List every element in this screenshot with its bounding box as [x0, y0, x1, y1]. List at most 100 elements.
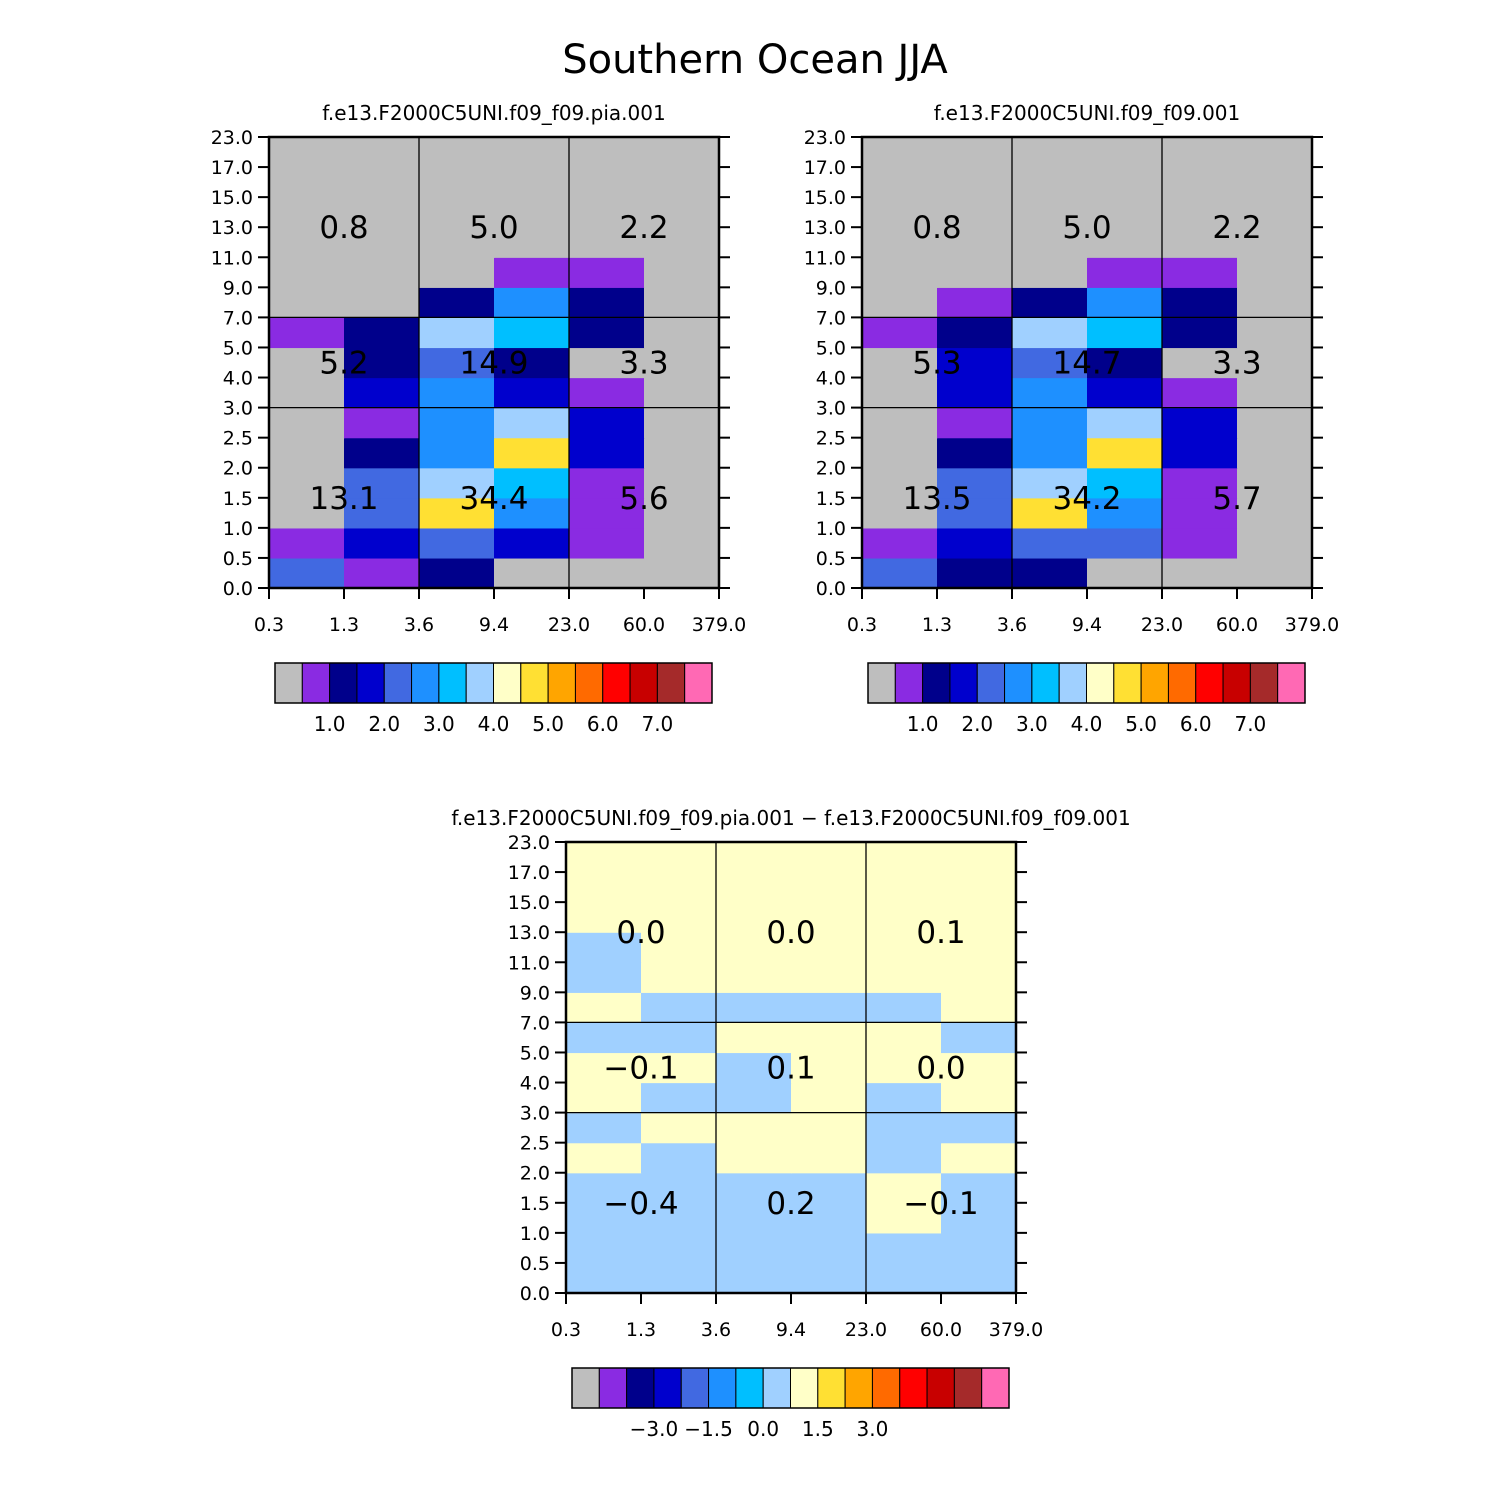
x-tick-label: 23.0: [548, 614, 590, 636]
y-tick-label: 7.0: [223, 307, 253, 329]
heatmap-cell: [494, 137, 570, 168]
heatmap-cell: [1087, 377, 1163, 409]
heatmap-cell: [344, 167, 420, 198]
heatmap-cell: [1237, 497, 1313, 529]
colorbar-swatch: [653, 1367, 682, 1409]
heatmap-cell: [269, 527, 345, 559]
heatmap-cell: [866, 842, 942, 873]
heatmap-cell: [566, 1112, 642, 1144]
heatmap-cell: [1087, 137, 1163, 168]
heatmap-cell: [862, 167, 938, 198]
heatmap-cell: [641, 872, 717, 903]
heatmap-cell: [866, 1052, 942, 1084]
colorbar-frame: [571, 1367, 1010, 1409]
x-tick-label: 9.4: [1072, 614, 1102, 636]
heatmap-cell: [644, 377, 720, 409]
heatmap-cell: [1162, 407, 1238, 439]
heatmap-cell: [866, 1112, 942, 1144]
region-value-label: −0.4: [603, 1186, 678, 1222]
heatmap-cell: [1087, 557, 1163, 589]
y-tick-label: 0.0: [223, 578, 253, 600]
colorbar-swatch: [735, 1367, 764, 1409]
heatmap-cell: [1012, 527, 1088, 559]
heatmap-cell: [1237, 167, 1313, 198]
heatmap-cell: [419, 437, 495, 469]
x-tick-label: 1.3: [329, 614, 359, 636]
panel-pia: f.e13.F2000C5UNI.f09_f09.pia.001 0.3 1.3 3.…: [211, 101, 747, 736]
region-value-label: −0.1: [903, 1186, 978, 1222]
heatmap-cell: [1012, 137, 1088, 168]
region-value-label: 13.5: [902, 481, 971, 517]
heatmap-cell: [937, 377, 1013, 409]
heatmap-cell: [716, 842, 792, 873]
region-value-label: 34.2: [1052, 481, 1121, 517]
heatmap-cell: [494, 167, 570, 198]
y-tick-label: 1.0: [520, 1223, 550, 1245]
heatmap-cell: [1162, 257, 1238, 288]
heatmap-cell: [1162, 167, 1238, 198]
colorbar-swatch: [329, 662, 358, 704]
x-tick-label: 23.0: [845, 1319, 887, 1341]
heatmap-cell: [866, 902, 942, 933]
heatmap-cell: [937, 347, 1013, 379]
panel-title: f.e13.F2000C5UNI.f09_f09.001: [934, 101, 1241, 125]
heatmap-cell: [644, 287, 720, 318]
heatmap-cell: [269, 347, 345, 379]
region-value-label: 0.8: [912, 210, 961, 246]
colorbar-swatch: [894, 662, 924, 704]
heatmap-cell: [866, 1082, 942, 1114]
colorbar-label: 7.0: [641, 712, 673, 736]
colorbar-label: 4.0: [478, 712, 510, 736]
heatmap-cell: [419, 137, 495, 168]
heatmap-cell: [862, 527, 938, 559]
heatmap-cell: [1087, 167, 1163, 198]
heatmap-cell: [569, 437, 645, 469]
heatmap-cell: [941, 1082, 1017, 1114]
colorbar-label: 5.0: [532, 712, 564, 736]
colorbar-swatch: [1113, 662, 1142, 704]
heatmap-cell: [641, 962, 717, 993]
region-value-label: 14.9: [459, 346, 528, 382]
heatmap-cell: [569, 317, 645, 349]
y-tick-label: 7.0: [816, 307, 846, 329]
heatmap-cell: [941, 962, 1017, 993]
colorbar-swatch: [1249, 662, 1279, 704]
heatmap-cell: [1012, 497, 1088, 529]
x-tick-label: 1.3: [922, 614, 952, 636]
heatmap-cell: [569, 527, 645, 559]
heatmap-cell: [1087, 227, 1163, 258]
heatmap-cell: [862, 467, 938, 499]
heatmap-cell: [866, 1202, 942, 1234]
heatmap-cell: [641, 932, 717, 963]
heatmap-cell: [641, 842, 717, 873]
y-tick-label: 1.5: [816, 488, 846, 510]
colorbar-swatch: [949, 662, 978, 704]
colorbar-swatch: [629, 662, 658, 704]
colorbar-frame: [867, 662, 1306, 704]
region-value-label: 0.1: [916, 915, 965, 951]
y-tick-label: 9.0: [223, 277, 253, 299]
colorbar-swatch: [465, 662, 494, 704]
colorbar-swatch: [708, 1367, 737, 1409]
heatmap-cell: [716, 962, 792, 993]
heatmap-cell: [941, 1232, 1017, 1264]
heatmap-cell: [862, 407, 938, 439]
colorbar-swatch: [981, 1367, 1010, 1409]
x-tick-label: 0.3: [254, 614, 284, 636]
colorbar-swatch: [1222, 662, 1251, 704]
colorbar-swatch: [817, 1367, 846, 1409]
heatmap-cell: [419, 557, 495, 589]
heatmap-cell: [791, 842, 867, 873]
heatmap-cell: [344, 467, 420, 499]
y-tick-label: 0.0: [816, 578, 846, 600]
y-tick-label: 15.0: [508, 892, 550, 914]
heatmap-cell: [937, 317, 1013, 349]
heatmap-cell: [566, 992, 642, 1023]
heatmap-cell: [344, 197, 420, 228]
colorbar-swatch: [274, 662, 303, 704]
colorbar-label: 2.0: [961, 712, 993, 736]
heatmap-cell: [569, 287, 645, 318]
colorbar-swatch: [922, 662, 951, 704]
region-value-label: 0.2: [766, 1186, 815, 1222]
